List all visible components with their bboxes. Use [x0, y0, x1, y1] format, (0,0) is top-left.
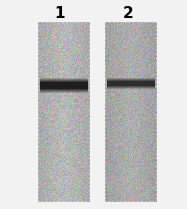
- Text: 1: 1: [55, 6, 65, 22]
- Text: 2: 2: [123, 6, 133, 22]
